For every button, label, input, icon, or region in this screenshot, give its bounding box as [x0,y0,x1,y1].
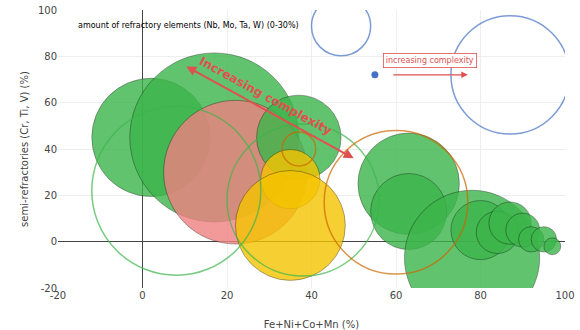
svg-text:60: 60 [390,290,403,301]
svg-text:100: 100 [555,290,574,301]
svg-text:40: 40 [305,290,318,301]
svg-text:semi-refractories (Cr, Ti, V): semi-refractories (Cr, Ti, V) (%) [19,71,30,227]
svg-text:20: 20 [44,190,57,201]
svg-text:100: 100 [38,5,57,16]
svg-text:-20: -20 [50,290,66,301]
svg-text:-20: -20 [41,283,57,294]
svg-text:Fe+Ni+Co+Mn (%): Fe+Ni+Co+Mn (%) [264,319,359,330]
svg-text:amount of refractory elements: amount of refractory elements (Nb, Mo, T… [78,21,299,30]
svg-text:0: 0 [51,236,57,247]
svg-text:increasing complexity: increasing complexity [386,56,474,65]
svg-text:80: 80 [44,51,57,62]
svg-text:80: 80 [474,290,487,301]
svg-text:0: 0 [139,290,145,301]
svg-text:20: 20 [221,290,234,301]
svg-text:Increasing complexity: Increasing complexity [197,54,334,138]
svg-text:60: 60 [44,97,57,108]
svg-text:40: 40 [44,144,57,155]
